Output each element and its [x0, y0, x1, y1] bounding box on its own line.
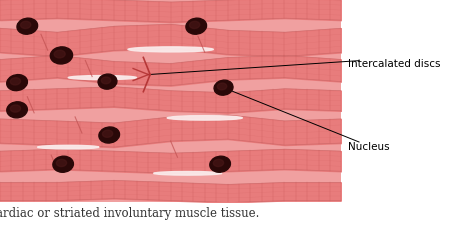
Ellipse shape: [190, 21, 200, 29]
Ellipse shape: [186, 18, 207, 34]
Text: Intercalated discs: Intercalated discs: [348, 60, 441, 69]
Ellipse shape: [7, 102, 27, 118]
Ellipse shape: [101, 77, 111, 84]
Ellipse shape: [167, 116, 242, 120]
Text: Nucleus: Nucleus: [348, 142, 390, 152]
Ellipse shape: [20, 21, 31, 29]
Ellipse shape: [68, 76, 137, 80]
Ellipse shape: [10, 105, 20, 112]
Ellipse shape: [102, 130, 113, 137]
Ellipse shape: [99, 127, 119, 143]
Ellipse shape: [56, 159, 67, 166]
Ellipse shape: [217, 83, 227, 90]
Ellipse shape: [54, 50, 65, 58]
Ellipse shape: [154, 172, 222, 175]
Ellipse shape: [50, 47, 73, 64]
Text: Cardiac or striated involuntary muscle tissue.: Cardiac or striated involuntary muscle t…: [0, 207, 259, 220]
Ellipse shape: [10, 78, 20, 85]
Ellipse shape: [210, 156, 230, 172]
Ellipse shape: [98, 74, 117, 89]
Ellipse shape: [7, 75, 27, 91]
Ellipse shape: [53, 156, 73, 172]
Ellipse shape: [214, 80, 233, 95]
Ellipse shape: [17, 18, 37, 34]
Ellipse shape: [37, 145, 99, 149]
Ellipse shape: [213, 159, 224, 166]
Ellipse shape: [128, 47, 213, 52]
